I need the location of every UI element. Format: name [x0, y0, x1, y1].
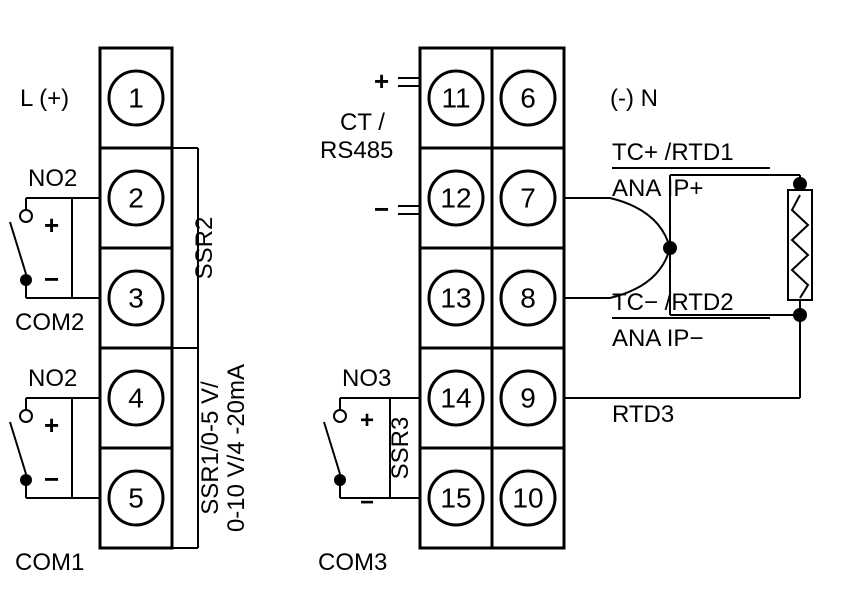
label-rs485: RS485: [320, 137, 393, 164]
terminal-number: 13: [440, 283, 471, 314]
plus-icon: +: [360, 407, 374, 434]
terminal-number: 6: [520, 83, 536, 114]
label-ct: CT /: [340, 109, 385, 136]
switch-open-node: [20, 210, 32, 222]
plus-icon: +: [44, 210, 59, 240]
label-no2: NO2: [28, 165, 77, 192]
label-com3: COM3: [318, 549, 387, 576]
plus-icon: +: [44, 410, 59, 440]
minus-icon: −: [44, 264, 59, 294]
ct-rs485-group: + − CT / RS485: [320, 66, 420, 224]
label-minus-n: (-) N: [610, 85, 658, 112]
terminal-number: 12: [440, 183, 471, 214]
rtd-symbol: [788, 175, 812, 315]
label-ssr1-line2: 0-10 V/4 -20mA: [223, 364, 250, 532]
minus-icon: −: [374, 194, 389, 224]
terminal-number: 15: [440, 483, 471, 514]
switch-arm: [10, 422, 26, 474]
sensor-input-wiring: TC+ /RTD1 ANA IP+ TC− /RTD2 ANA IP− RTD3: [564, 139, 812, 428]
wiring-diagram: 1 2 3 4 5 L (+) NO2 COM2 + −: [0, 0, 850, 609]
label-tc-minus-rtd2: TC− /RTD2: [612, 289, 734, 316]
plus-icon: +: [374, 66, 389, 96]
label-no2: NO2: [28, 365, 77, 392]
switch-open-node: [334, 410, 346, 422]
label-ana-ip-plus: ANA IP+: [612, 175, 703, 202]
terminal-number: 14: [440, 383, 471, 414]
left-block-brackets: SSR2 SSR1/0-5 V/ 0-10 V/4 -20mA: [172, 148, 250, 548]
terminal-number: 3: [128, 283, 144, 314]
sensor-merge-curve: [610, 198, 670, 298]
label-ssr3: SSR3: [387, 417, 414, 480]
terminal-number: 9: [520, 383, 536, 414]
label-ana-ip-minus: ANA IP−: [612, 325, 703, 352]
terminal-number: 2: [128, 183, 144, 214]
terminal-number: 7: [520, 183, 536, 214]
terminal-number: 8: [520, 283, 536, 314]
minus-icon: −: [360, 489, 374, 516]
label-ssr2: SSR2: [191, 217, 218, 280]
terminal-number: 1: [128, 83, 144, 114]
terminal-number: 4: [128, 383, 144, 414]
switch-arm: [10, 222, 26, 274]
terminal-number: 5: [128, 483, 144, 514]
switch-open-node: [20, 410, 32, 422]
relay-no2-com2: NO2 COM2 + −: [10, 165, 100, 336]
relay-no2-com1: NO2 COM1 + −: [10, 365, 100, 576]
label-com1: COM1: [15, 549, 84, 576]
terminal-number: 11: [441, 83, 470, 114]
label-no3: NO3: [342, 365, 391, 392]
label-com2: COM2: [15, 309, 84, 336]
label-l-plus: L (+): [20, 85, 69, 112]
switch-arm: [324, 422, 340, 474]
relay-no3-com3: NO3 COM3 + − SSR3: [318, 365, 420, 576]
minus-icon: −: [44, 464, 59, 494]
label-ssr1-line1: SSR1/0-5 V/: [197, 381, 224, 515]
label-rtd3: RTD3: [612, 401, 674, 428]
label-tc-plus-rtd1: TC+ /RTD1: [612, 139, 734, 166]
terminal-number: 10: [512, 483, 543, 514]
